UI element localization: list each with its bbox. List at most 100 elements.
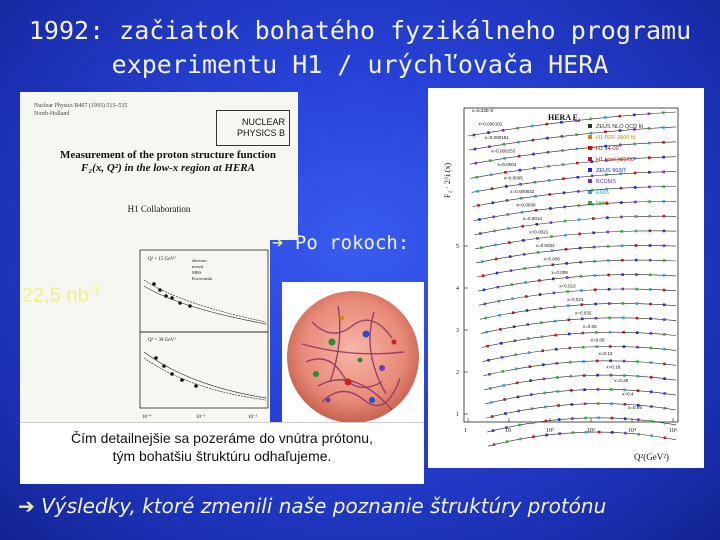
data-point: [648, 273, 652, 277]
data-point: [578, 232, 581, 236]
data-point: [662, 273, 666, 277]
data-point: [595, 345, 599, 348]
data-point: [475, 175, 479, 179]
data-point: [528, 365, 532, 368]
data-point: [571, 417, 574, 420]
data-point: [606, 244, 610, 248]
x-bin-label: x=0.13: [599, 351, 613, 356]
data-point: [556, 390, 560, 393]
data-point: [539, 307, 543, 310]
title-line-1: 1992: začiatok bohatého fyzikálneho prog…: [28, 16, 692, 45]
data-point: [663, 406, 667, 410]
x-bin-label: x=0.0005: [504, 176, 523, 181]
data-point: [578, 246, 582, 250]
data-point: [663, 436, 667, 440]
data-point: [621, 258, 624, 262]
x-bin-label: x=0.65: [628, 405, 642, 410]
data-point: [491, 201, 495, 205]
data-point: [662, 111, 665, 115]
data-point: [529, 393, 533, 397]
legend-marker: [588, 135, 592, 139]
journal-line-1: NUCLEAR: [241, 117, 285, 127]
data-point: [520, 210, 524, 214]
legend-marker: [588, 201, 592, 205]
data-point: [553, 305, 556, 309]
f2-curve: [476, 245, 677, 264]
data-point: [663, 347, 666, 351]
data-point: [619, 172, 623, 176]
data-point: [637, 418, 640, 422]
data-point: [564, 247, 568, 251]
data-point: [649, 302, 652, 306]
data-point: [487, 358, 490, 362]
data-point: [513, 339, 517, 343]
data-point: [527, 337, 530, 340]
data-point: [502, 384, 506, 387]
paper-title: Measurement of the proton structure func…: [48, 149, 288, 175]
data-point: [589, 117, 592, 121]
x-bin-label: x=0.0004: [497, 162, 516, 167]
data-point: [472, 133, 476, 137]
legend-entry-4: Kwiecinski: [192, 276, 213, 281]
data-point: [581, 331, 585, 335]
data-point: [594, 316, 598, 320]
data-point: [575, 133, 578, 137]
data-point: [605, 187, 609, 191]
data-point: [618, 114, 622, 118]
f2-curve: [478, 288, 677, 306]
data-point: [662, 185, 666, 188]
data-point: [607, 259, 610, 262]
journal-logo: NUCLEAR PHYSICS B: [216, 110, 290, 146]
data-point: [663, 362, 666, 366]
x-bin-label: x=0.000632: [510, 189, 535, 194]
data-point: [579, 260, 582, 264]
x-tick-label: 10⁵: [669, 428, 677, 434]
data-point: [576, 190, 580, 193]
data-point: [570, 403, 574, 406]
legend-label: NMC: [596, 201, 609, 207]
data-point: [524, 281, 527, 284]
paper-title-line-1: Measurement of the proton structure func…: [59, 149, 276, 161]
f2-curve: [480, 317, 677, 334]
data-point: [592, 231, 595, 235]
data-point: [488, 159, 492, 162]
f2-curve: [472, 186, 677, 207]
data-point: [647, 112, 651, 116]
data-point: [481, 274, 485, 278]
data-point: [575, 147, 579, 151]
data-point: [569, 374, 573, 378]
data-point: [482, 288, 486, 292]
data-point: [499, 341, 503, 345]
legend-label: ZEUS NLO QCD fit: [596, 124, 644, 130]
data-point: [515, 367, 518, 371]
data-point: [532, 152, 535, 156]
f2-curve: [484, 374, 677, 391]
f2-curve: [481, 331, 677, 348]
data-point: [662, 229, 666, 233]
data-point: [522, 253, 526, 256]
data-point: [594, 302, 597, 306]
f2-curve: [477, 274, 677, 292]
data-point: [633, 128, 636, 131]
data-point: [619, 158, 622, 161]
y-tick-label: 2: [456, 370, 459, 376]
data-point: [476, 189, 479, 193]
legend-entry-3: MRS: [192, 270, 202, 275]
legend-label: ZEUS 96/97: [596, 168, 626, 174]
data-point: [620, 244, 624, 248]
data-point: [507, 227, 510, 230]
data-point: [517, 154, 521, 158]
data-point: [662, 214, 666, 218]
data-point: [522, 239, 525, 242]
data-point: [581, 345, 585, 349]
data-point: [609, 345, 612, 348]
data-point: [608, 330, 612, 334]
data-point: [650, 419, 653, 423]
data-point: [650, 390, 653, 394]
data-point: [583, 402, 587, 406]
data-point: [619, 201, 623, 204]
data-point: [504, 412, 507, 415]
data-point: [649, 317, 652, 320]
